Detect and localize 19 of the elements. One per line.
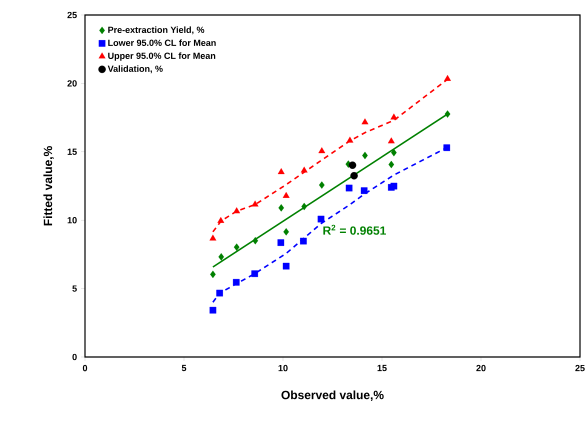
x-tick-label: 25 — [575, 364, 585, 372]
x-tick-label: 10 — [278, 364, 288, 372]
x-tick-label: 5 — [182, 364, 186, 372]
y-tick-label: 5 — [72, 285, 77, 292]
legend-label: Pre-extraction Yield, % — [108, 26, 204, 34]
x-axis-title: Observed value,% — [281, 390, 384, 401]
y-tick-label: 20 — [67, 80, 77, 87]
y-axis-title: Fitted value,% — [43, 146, 54, 226]
x-tick-label: 20 — [476, 364, 486, 372]
legend-label: Upper 95.0% CL for Mean — [108, 52, 216, 61]
y-tick-label: 15 — [68, 148, 77, 155]
legend-label: Validation, % — [108, 65, 163, 74]
legend-label: Lower 95.0% CL for Mean — [108, 39, 216, 46]
y-tick-label: 25 — [67, 12, 77, 18]
x-tick-label: 0 — [82, 364, 88, 372]
y-tick-label: 0 — [72, 354, 77, 360]
annotation: R$^{2}$ = 0.9651 — [323, 224, 386, 235]
x-tick-label: 15 — [378, 364, 387, 372]
y-tick-label: 10 — [68, 217, 77, 224]
